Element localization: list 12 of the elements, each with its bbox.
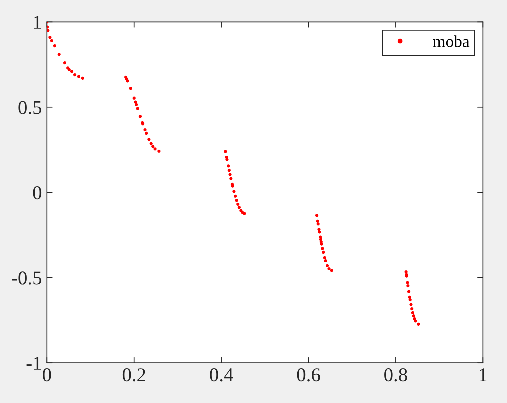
x-tick-label: 0.2 — [122, 368, 146, 382]
y-tick-label: -1 — [26, 357, 42, 370]
legend-label: moba — [433, 36, 470, 48]
y-tick-label: 0 — [33, 186, 42, 200]
x-tick-label: 0.4 — [210, 368, 234, 382]
x-tick-label: 0.6 — [297, 368, 320, 382]
y-tick-label: 1 — [34, 16, 42, 29]
y-tick-label: -0.5 — [12, 272, 42, 285]
y-tick-label: 0.5 — [18, 101, 42, 114]
x-tick-label: 1 — [480, 368, 487, 382]
x-tick-label: 0.8 — [384, 368, 408, 382]
x-tick-label: 0 — [43, 368, 52, 382]
